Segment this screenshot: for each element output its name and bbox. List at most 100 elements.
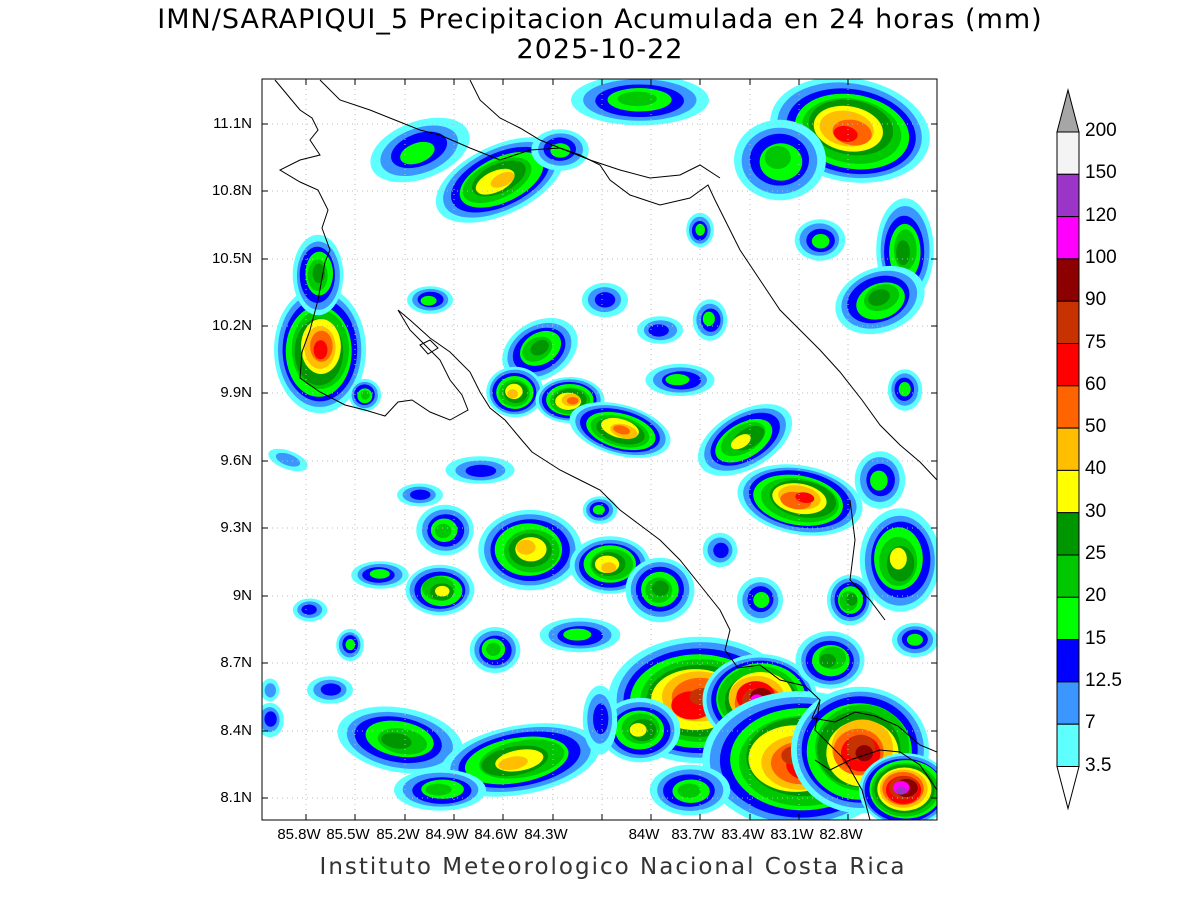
colorbar-label: 100 [1085,246,1117,268]
colorbar-label: 3.5 [1085,754,1112,776]
border-panama [814,699,871,820]
lat-label: 9.9N [220,384,252,401]
colorbar-label: 60 [1085,373,1107,395]
colorbar-under-arrow [1056,766,1080,811]
colorbar-label: 200 [1085,120,1117,141]
colorbar-label: 50 [1085,416,1107,438]
gridlines [262,79,937,820]
colorbar-swatch [1056,639,1080,683]
precip-contour [601,562,617,573]
precip-contour [846,593,858,606]
colorbar-swatch [1056,300,1080,345]
lon-label: 82.8W [819,826,863,843]
lat-label: 8.7N [220,654,252,671]
colorbar-swatch [1056,258,1080,302]
precip-contour [713,542,729,559]
precip-contour [420,295,437,306]
precip-contour [648,324,669,337]
coastlines [274,79,937,820]
precip-contour [677,783,701,798]
precip-contour [593,703,609,735]
colorbar-label: 120 [1085,204,1117,226]
colorbar-swatch [1056,173,1080,218]
precip-contour [795,492,815,504]
precip-contour [613,425,631,435]
precip-contour [530,339,549,356]
colorbar-label: 150 [1085,162,1117,184]
lat-label: 10.5N [211,250,252,267]
colorbar-over-arrow [1056,88,1080,133]
precip-contour [313,340,328,360]
lat-label: 9N [232,587,252,604]
footer-credit: Instituto Meteorologico Nacional Costa R… [319,854,907,880]
map-date: 2025-10-22 [516,34,684,65]
colorbar-swatch [1056,554,1080,598]
colorbar-label: 15 [1085,627,1107,649]
colorbar-label: 12.5 [1085,669,1122,691]
lat-label: 10.2N [211,317,252,334]
precip-contour [592,505,605,515]
colorbar-swatch [1056,512,1080,556]
lon-label: 84.9W [425,826,469,843]
lat-label: 8.4N [220,722,252,739]
precip-contour [870,470,888,491]
precip-contour [702,311,715,327]
lon-label: 84.6W [474,826,518,843]
precip-contour [764,146,791,170]
coastline-pacific [274,79,937,753]
precip-contour [629,723,647,737]
precip-contour [360,390,370,400]
coastline-caribbean [469,79,937,481]
axis-ticks [262,79,937,820]
lat-label: 9.3N [220,519,252,536]
lon-label: 84.3W [524,826,568,843]
colorbar-swatch [1056,681,1080,725]
colorbar-swatch [1056,131,1080,175]
colorbar-label: 75 [1085,331,1107,353]
precip-contour [730,434,751,450]
precip-contour [898,382,911,397]
precip-contour [594,292,616,308]
precipitation-field [262,79,937,820]
colorbar-label: 7 [1085,712,1096,734]
precip-contour [434,585,450,597]
lat-label: 10.8N [211,182,252,199]
map-title: IMN/SARAPIQUI_5 Precipitacion Acumulada … [157,4,1043,35]
precip-contour [400,141,435,165]
precip-contour [652,580,669,597]
precip-contour [301,604,317,615]
precip-contour [896,240,911,266]
precip-contour [498,756,528,770]
precip-contour [345,639,356,651]
precip-contour [906,633,923,646]
colorbar-label: 25 [1085,543,1107,564]
precip-contour [369,569,390,579]
lon-label: 85.8W [277,826,321,843]
colorbar-label: 90 [1085,289,1107,311]
precip-contour [550,143,571,158]
precip-contour [507,389,519,399]
lon-label: 83.4W [721,826,765,843]
colorbar-swatch [1056,385,1080,429]
precip-contour [434,523,452,539]
border-north [319,79,721,179]
precip-contour [868,289,890,306]
precip-contour [753,592,770,609]
precip-contour [381,732,412,749]
colorbar-swatch [1056,427,1080,471]
lon-label: 84W [628,826,660,843]
lon-label: 85.5W [326,826,370,843]
precip-contour [320,683,342,696]
colorbar-label: 30 [1085,500,1107,522]
precip-contour [896,786,907,795]
lon-label: 83.7W [671,826,715,843]
precip-contour [819,653,836,668]
precip-contour [465,464,497,477]
colorbar-swatch [1056,343,1080,387]
lake-outline [419,339,439,355]
precip-contour [275,452,301,467]
precip-contour [811,234,830,249]
colorbar-label: 20 [1085,585,1107,607]
precip-contour [486,642,501,656]
